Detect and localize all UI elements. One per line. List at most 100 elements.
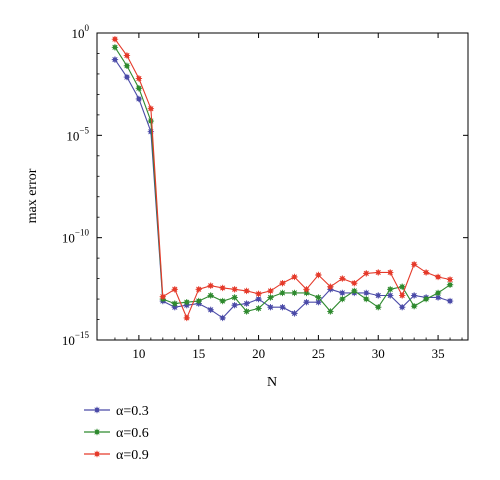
x-tick-label: 30 <box>372 346 385 361</box>
y-tick-label: 100 <box>72 23 90 41</box>
data-point <box>351 279 358 287</box>
data-point <box>446 281 454 288</box>
data-point <box>135 85 143 92</box>
data-point <box>315 299 322 306</box>
data-point <box>147 128 155 135</box>
x-tick-label: 25 <box>312 346 325 361</box>
data-point <box>123 52 131 59</box>
data-point <box>387 286 394 293</box>
data-point <box>410 261 418 268</box>
data-point <box>446 297 454 305</box>
data-point <box>135 75 143 82</box>
data-point <box>123 62 131 69</box>
data-point <box>446 276 454 283</box>
data-point <box>219 314 226 322</box>
x-axis-label: N <box>267 375 277 390</box>
data-point <box>159 293 167 300</box>
data-point <box>303 286 310 293</box>
data-point <box>219 284 226 292</box>
data-point <box>410 302 418 310</box>
data-point <box>398 304 406 311</box>
data-point <box>422 295 430 303</box>
legend: α=0.3 α=0.6 α=0.9 <box>84 404 149 463</box>
y-tick-label: 10−15 <box>62 330 90 348</box>
data-point <box>291 273 298 281</box>
data-point <box>243 308 250 315</box>
axes-labels: N max error <box>25 168 277 390</box>
data-point <box>231 294 238 301</box>
data-point <box>135 95 143 103</box>
data-point <box>195 286 202 293</box>
data-point <box>147 105 155 112</box>
data-point <box>410 292 418 299</box>
data-point <box>195 297 202 305</box>
data-point <box>171 304 178 311</box>
data-point <box>171 300 178 307</box>
y-tick-label: 10−10 <box>62 228 90 246</box>
data-point <box>315 271 322 279</box>
y-axis-label: max error <box>25 168 40 223</box>
x-tick-label: 15 <box>192 346 205 361</box>
data-point <box>387 269 394 276</box>
data-point <box>267 304 274 311</box>
data-point <box>315 294 322 301</box>
data-point <box>291 310 298 317</box>
series-line <box>114 38 451 320</box>
legend-item: α=0.6 <box>84 426 149 441</box>
data-point <box>111 35 119 43</box>
data-point <box>267 294 274 301</box>
data-point <box>231 302 238 309</box>
series-line <box>114 59 451 319</box>
data-point <box>279 279 286 287</box>
legend-item: α=0.9 <box>84 448 149 463</box>
data-point <box>303 289 310 297</box>
data-point <box>363 295 370 303</box>
data-point <box>291 289 298 297</box>
data-point <box>279 289 286 297</box>
legend-label: α=0.6 <box>116 426 149 441</box>
y-tick-label: 10−5 <box>66 125 89 143</box>
data-point <box>267 287 274 295</box>
legend-item: α=0.3 <box>84 404 149 419</box>
data-point <box>279 304 286 311</box>
data-point <box>363 289 370 297</box>
data-point <box>303 299 310 306</box>
data-point <box>351 287 358 295</box>
x-tick-label: 35 <box>432 346 445 361</box>
data-point <box>255 290 262 298</box>
data-point <box>339 289 346 297</box>
data-point <box>375 292 382 299</box>
series-line <box>114 47 451 313</box>
data-point <box>255 305 262 312</box>
series-2 <box>111 44 454 315</box>
data-point <box>375 304 382 311</box>
data-point <box>434 289 442 297</box>
data-point <box>363 270 370 277</box>
data-point <box>422 269 430 276</box>
data-point <box>243 300 250 307</box>
data-point <box>123 73 131 81</box>
data-point <box>387 292 394 299</box>
data-point <box>398 292 406 299</box>
data-point <box>398 283 406 290</box>
data-point <box>434 273 442 281</box>
data-point <box>207 292 214 299</box>
legend-label: α=0.3 <box>116 404 149 419</box>
data-point <box>183 299 190 306</box>
x-tick-label: 20 <box>252 346 265 361</box>
series-3 <box>111 35 454 322</box>
data-point <box>339 275 346 282</box>
data-point <box>327 308 334 315</box>
data-point <box>327 283 334 290</box>
x-tick-label: 10 <box>132 346 145 361</box>
data-point <box>243 287 250 295</box>
series-group <box>111 35 454 322</box>
data-point <box>207 306 214 313</box>
data-point <box>231 286 238 293</box>
data-point <box>339 295 346 303</box>
data-point <box>111 44 119 51</box>
legend-label: α=0.9 <box>116 448 149 463</box>
data-point <box>375 269 382 276</box>
data-point <box>147 117 155 125</box>
